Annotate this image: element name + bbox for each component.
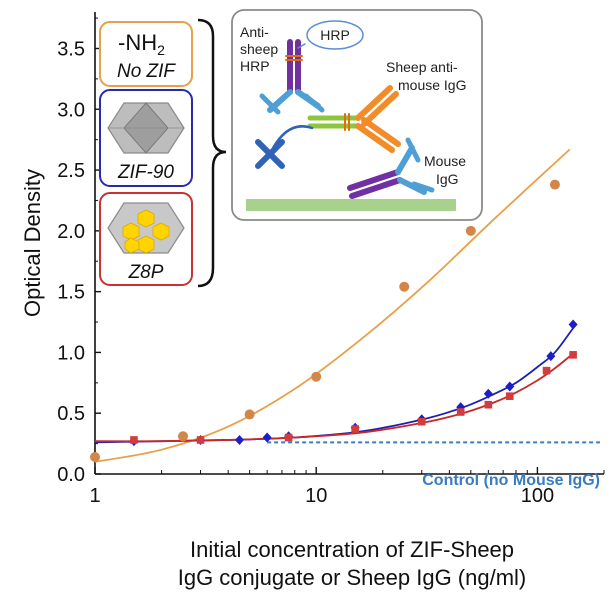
legend-item-z8p: Z8P [99, 192, 193, 286]
data-point-z8p [417, 417, 426, 426]
y-tick-label: 3.5 [57, 38, 85, 60]
data-point-nh2 [399, 281, 410, 292]
legend-zif90-label: ZIF-90 [117, 162, 174, 183]
control-label: Control (no Mouse IgG) [422, 472, 600, 489]
data-point-z8p [351, 425, 359, 433]
y-tick-label: 1.5 [57, 282, 85, 304]
x-tick-label: 10 [305, 485, 327, 507]
legend-nh2-sublabel: No ZIF [117, 61, 176, 82]
plot-area [94, 12, 604, 475]
y-tick-label: 2.5 [57, 160, 85, 182]
x-axis-label-line2: IgG conjugate or Sheep IgG (ng/ml) [178, 565, 527, 590]
fit-curves [94, 148, 574, 463]
sheep-anti-label-1: Sheep anti- [386, 59, 458, 75]
data-point-zif90 [234, 434, 244, 445]
z8p-crystal-icon [107, 202, 185, 254]
data-point-nh2 [90, 451, 100, 462]
anti-sheep-label-1: Anti- [240, 24, 269, 40]
data-point-z8p [484, 400, 493, 409]
legend-item-zif90: ZIF-90 [99, 89, 193, 187]
x-tick-label: 100 [521, 485, 554, 507]
x-tick-label: 1 [89, 485, 100, 507]
sheep-igg-antibody [307, 113, 361, 131]
data-point-nh2 [549, 179, 560, 190]
fit-curve-z8p [94, 352, 574, 443]
hrp-label: HRP [320, 27, 350, 43]
data-point-nh2 [244, 409, 255, 420]
y-tick-label: 1.0 [57, 342, 85, 364]
legend-nh2-label: -NH2 [118, 30, 165, 58]
legend: -NH2 No ZIF ZIF-90 [99, 18, 249, 288]
legend-item-nh2: -NH2 No ZIF [99, 21, 193, 87]
y-tick-label: 0.5 [57, 403, 85, 425]
sheep-anti-label-2: mouse IgG [398, 77, 466, 93]
data-point-nh2 [465, 225, 476, 236]
fit-curve-nh2 [94, 148, 571, 463]
data-point-z8p [196, 436, 205, 444]
sheep-anti-mouse-igg [355, 85, 401, 153]
data-point-nh2 [311, 371, 322, 382]
data-point-zif90 [546, 351, 556, 362]
data-point-z8p [130, 436, 138, 444]
anti-sheep-label-2: sheep [240, 41, 278, 57]
data-point-z8p [456, 408, 465, 416]
inset-schematic: HRP Anti- sheep HRP Sheep anti- mouse Ig… [231, 9, 483, 221]
data-point-z8p [542, 366, 551, 375]
data-point-z8p [505, 392, 514, 400]
blocked-marker-x [255, 125, 314, 169]
y-axis-label: Optical Density [20, 169, 45, 317]
y-tick-label: 0.0 [57, 464, 85, 486]
legend-brace [197, 18, 227, 288]
legend-z8p-label: Z8P [128, 262, 164, 283]
data-point-z8p [284, 433, 293, 442]
fit-curve-zif90 [94, 327, 574, 444]
mouse-label-2: IgG [436, 171, 459, 187]
data-point-zif90 [505, 381, 515, 392]
mouse-label-1: Mouse [424, 153, 466, 169]
x-ticks: 1 10 100 [89, 467, 605, 507]
data-point-zif90 [568, 319, 578, 330]
anti-sheep-label-3: HRP [240, 58, 270, 74]
data-point-nh2 [178, 431, 189, 442]
y-ticks: 0.0 0.5 1.0 1.5 2.0 2.5 3.0 3.5 [57, 17, 101, 486]
mouse-igg-antibody [347, 137, 435, 199]
data-point-z8p [569, 351, 577, 359]
y-tick-label: 3.0 [57, 99, 85, 121]
data-markers [90, 179, 578, 462]
zif90-crystal-icon [107, 102, 185, 154]
data-point-zif90 [262, 432, 272, 443]
y-tick-label: 2.0 [57, 221, 85, 243]
data-point-zif90 [483, 388, 493, 399]
x-axis-label-line1: Initial concentration of ZIF-Sheep [190, 537, 514, 562]
plate-surface [246, 199, 456, 211]
anti-sheep-hrp-antibody [259, 20, 364, 115]
